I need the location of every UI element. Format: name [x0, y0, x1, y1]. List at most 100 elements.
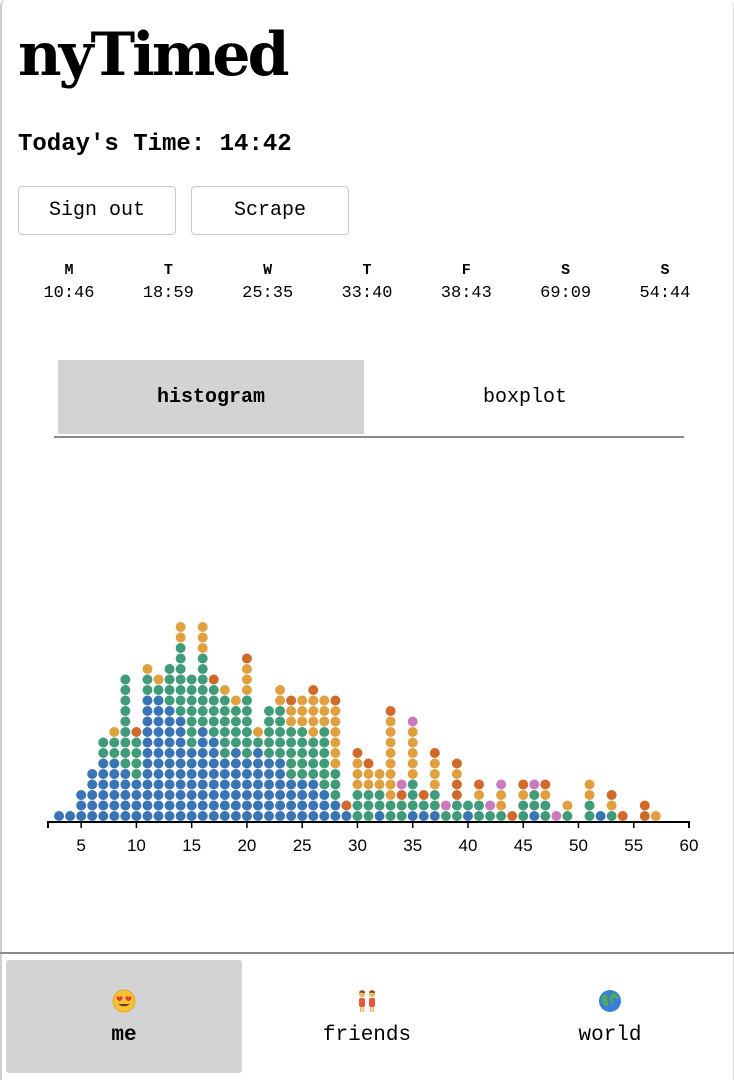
week-day-4: F 38:43 [417, 262, 515, 303]
nav-item-world[interactable]: world [492, 960, 728, 1073]
data-dot [308, 716, 319, 727]
data-dot [562, 811, 573, 821]
data-dot [241, 685, 252, 695]
day-time: 38:43 [440, 284, 492, 303]
data-dot [120, 737, 131, 748]
data-dot [197, 727, 208, 737]
data-dot [208, 716, 219, 727]
data-dot [352, 779, 363, 790]
data-dot [363, 800, 374, 811]
week-day-3: T 33:40 [318, 262, 416, 303]
data-dot [330, 811, 341, 821]
day-time: 69:09 [540, 284, 592, 303]
data-dot [109, 779, 120, 790]
tab-histogram[interactable]: histogram [58, 360, 364, 434]
nav-item-friends[interactable]: friends [249, 960, 485, 1073]
data-dot [264, 758, 275, 769]
data-dot [109, 800, 120, 811]
data-dot [496, 811, 507, 821]
data-dot [385, 779, 396, 790]
data-dot [286, 695, 297, 706]
data-dot [153, 800, 164, 811]
data-dot [308, 727, 319, 737]
data-dot [363, 790, 374, 800]
data-dot [230, 695, 241, 706]
data-dot [142, 769, 153, 779]
data-dot [164, 737, 175, 748]
data-dot [264, 790, 275, 800]
data-dot [120, 716, 131, 727]
data-dot [385, 748, 396, 758]
data-dot [540, 800, 551, 811]
data-dot [142, 748, 153, 758]
data-dot [418, 790, 429, 800]
data-dot [275, 695, 286, 706]
data-dot [153, 706, 164, 716]
data-dot [639, 800, 650, 811]
data-dot [330, 737, 341, 748]
data-dot [297, 716, 308, 727]
data-dot [186, 706, 197, 716]
data-dot [219, 737, 230, 748]
x-tick-label: 20 [237, 836, 256, 855]
x-tick-label: 45 [514, 836, 533, 855]
data-dot [175, 748, 186, 758]
data-dot [363, 811, 374, 821]
data-dot [120, 685, 131, 695]
data-dot [407, 800, 418, 811]
nav-item-me[interactable]: me [6, 960, 242, 1073]
week-times: M 10:46 T 18:59 W 25:35 T 33:40 F 38:43 S 69:0… [20, 262, 714, 303]
data-dot [131, 748, 142, 758]
data-dot [330, 800, 341, 811]
data-dot [197, 758, 208, 769]
data-dot [164, 685, 175, 695]
data-dot [164, 769, 175, 779]
data-dot [241, 748, 252, 758]
data-dot [164, 790, 175, 800]
data-dot [540, 811, 551, 821]
data-dot [175, 664, 186, 674]
data-dot [606, 790, 617, 800]
data-dot [98, 811, 109, 821]
data-dot [164, 664, 175, 674]
tab-boxplot[interactable]: boxplot [482, 385, 567, 409]
data-dot [385, 706, 396, 716]
data-dot [330, 790, 341, 800]
data-dot [175, 653, 186, 664]
data-dot [496, 790, 507, 800]
sign-out-button[interactable]: Sign out [18, 186, 176, 235]
data-dot [219, 695, 230, 706]
data-dot [297, 779, 308, 790]
data-dot [219, 685, 230, 695]
data-dot [286, 727, 297, 737]
data-dot [451, 779, 462, 790]
data-dot [252, 800, 263, 811]
app-title: nyTimed [18, 20, 290, 90]
data-dot [297, 706, 308, 716]
data-dot [98, 790, 109, 800]
data-dot [308, 737, 319, 748]
data-dot [385, 769, 396, 779]
data-dot [153, 737, 164, 748]
data-dot [451, 769, 462, 779]
data-dot [241, 769, 252, 779]
data-dot [186, 685, 197, 695]
data-dot [175, 685, 186, 695]
todays-time: Today's Time: 14:42 [18, 131, 292, 158]
data-dot [197, 811, 208, 821]
data-dot [131, 790, 142, 800]
data-dot [286, 800, 297, 811]
data-dot [252, 769, 263, 779]
data-dot [164, 800, 175, 811]
data-dot [230, 811, 241, 821]
x-tick-label: 50 [569, 836, 588, 855]
data-dot [175, 800, 186, 811]
nav-label-world: world [578, 1024, 642, 1047]
data-dot [186, 716, 197, 727]
data-dot [286, 737, 297, 748]
data-dot [308, 748, 319, 758]
scrape-button[interactable]: Scrape [191, 186, 349, 235]
data-dot [186, 695, 197, 706]
data-dot [230, 779, 241, 790]
data-dot [330, 716, 341, 727]
